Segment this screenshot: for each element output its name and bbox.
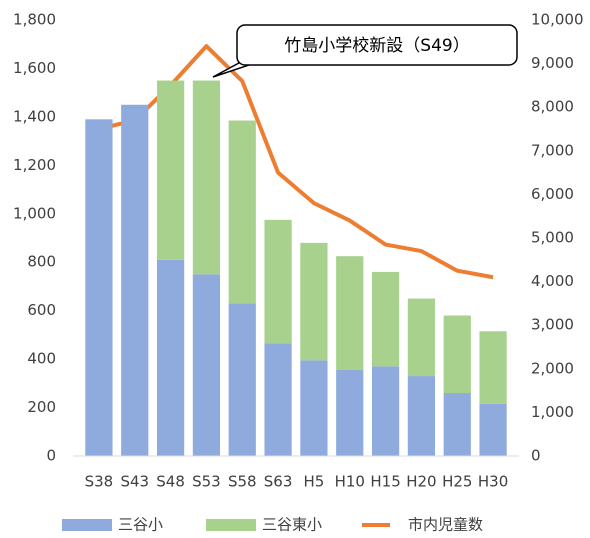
callout-box [236, 24, 518, 66]
legend-label: 三谷東小 [262, 516, 322, 534]
y-tick-label: 0 [46, 447, 56, 465]
x-tick-label: S63 [264, 473, 293, 491]
bar [479, 331, 507, 404]
bar [85, 119, 113, 457]
bar [264, 219, 292, 344]
x-tick-label: S48 [156, 473, 185, 491]
y2-tick-label: 1,000 [531, 403, 574, 421]
y-tick-label: 1,800 [13, 11, 56, 29]
bar [192, 80, 221, 275]
bar [371, 271, 400, 367]
y2-tick-label: 9,000 [531, 54, 574, 72]
x-tick-label: H5 [304, 473, 325, 491]
y2-tick-label: 10,000 [531, 11, 584, 29]
y-tick-label: 400 [27, 350, 56, 368]
x-tick-label: H25 [442, 473, 472, 491]
annotation: 竹島小学校新設（S49） [284, 36, 469, 56]
y-tick-label: 1,200 [13, 156, 56, 174]
bar [407, 376, 436, 456]
bar [371, 366, 400, 456]
y-tick-label: 1,600 [13, 59, 56, 77]
bar [121, 104, 149, 457]
x-tick-label: H15 [370, 473, 400, 491]
y2-tick-label: 2,000 [531, 359, 574, 377]
x-tick-label: S58 [228, 473, 257, 491]
bar [192, 274, 221, 456]
y2-tick-label: 3,000 [531, 316, 574, 334]
x-tick-label: H30 [478, 473, 508, 491]
bar [156, 80, 185, 260]
y2-tick-label: 5,000 [531, 229, 574, 247]
x-tick-label: H10 [335, 473, 365, 491]
bar [228, 120, 256, 304]
bar [228, 303, 256, 456]
y2-tick-label: 0 [531, 447, 541, 465]
x-tick-label: H20 [406, 473, 436, 491]
bar [479, 403, 507, 456]
x-tick-label: S38 [85, 473, 114, 491]
callout-joint [245, 54, 275, 60]
bar [443, 393, 471, 456]
y-tick-label: 200 [27, 398, 56, 416]
legend-swatch [62, 519, 112, 531]
y-tick-label: 1,000 [13, 204, 56, 222]
bar [407, 298, 436, 377]
bar [156, 259, 185, 456]
y2-tick-label: 4,000 [531, 272, 574, 290]
bar [443, 315, 471, 394]
bar [264, 343, 292, 456]
x-tick-label: S43 [120, 473, 149, 491]
y2-tick-label: 6,000 [531, 185, 574, 203]
bar [336, 370, 364, 456]
x-tick-label: S53 [192, 473, 221, 491]
bar [300, 360, 328, 456]
y-tick-label: 600 [27, 301, 56, 319]
legend-label: 市内児童数 [408, 516, 483, 534]
y-tick-label: 800 [27, 253, 56, 271]
legend-label: 三谷小 [118, 516, 163, 534]
y2-tick-label: 8,000 [531, 98, 574, 116]
y-tick-label: 1,400 [13, 107, 56, 125]
bar [300, 242, 328, 361]
y2-tick-label: 7,000 [531, 141, 574, 159]
bar [336, 256, 364, 371]
legend-swatch [206, 519, 256, 531]
